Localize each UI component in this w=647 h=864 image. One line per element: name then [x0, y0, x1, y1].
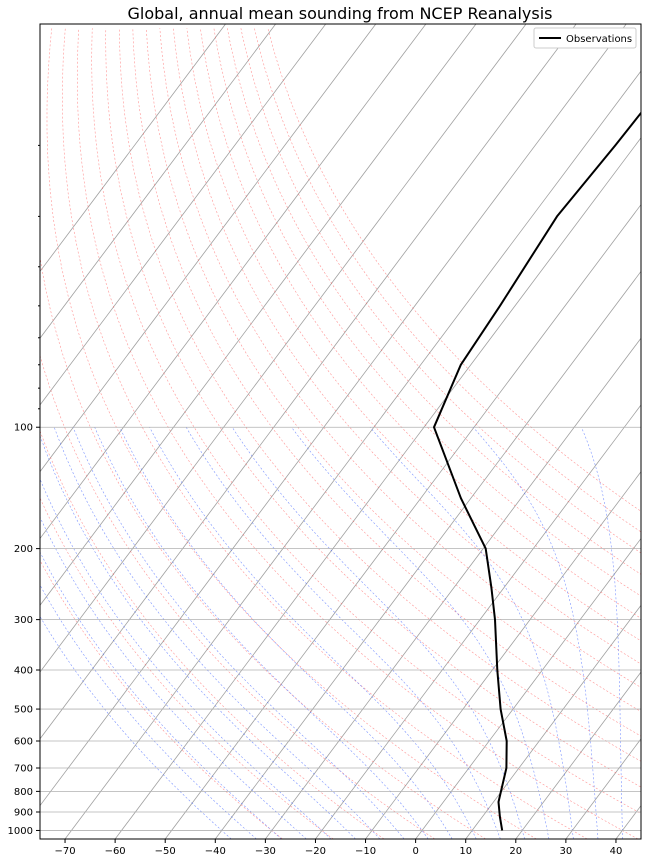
isotherm-line: [40, 24, 377, 473]
dry-adiabat-line: [159, 28, 641, 688]
y-tick-label: 500: [14, 705, 33, 716]
moist-adiabat-line: [291, 427, 550, 839]
moist-adiabat-line: [40, 615, 232, 839]
plot-frame: [39, 23, 642, 840]
y-tick-label: 300: [14, 615, 33, 626]
isotherm-line: [40, 24, 527, 673]
moist-adiabat-line: [231, 427, 525, 839]
y-tick-label: 700: [14, 763, 33, 774]
x-axis: −70 −60 −50 −40 −30 −20 −10 0 10 20 30 40: [54, 839, 622, 857]
dry-adiabat-line: [40, 430, 385, 839]
dry-adiabat-line: [105, 28, 641, 788]
pressure-gridlines: [40, 426, 641, 831]
dry-adiabat-line: [40, 255, 486, 839]
moist-adiabat-line: [94, 427, 429, 839]
x-tick-label: −10: [355, 846, 376, 857]
y-tick-label: 200: [14, 544, 33, 555]
dry-adiabat-line: [254, 28, 641, 533]
x-tick-label: 10: [459, 846, 472, 857]
moist-adiabat-line: [369, 427, 574, 839]
moist-adiabat-line: [40, 584, 257, 839]
dry-adiabat-line: [77, 28, 639, 839]
dry-adiabat-line: [40, 497, 334, 839]
isotherm-line: [40, 24, 477, 606]
dry-adiabat-line: [91, 28, 641, 814]
y-tick-label: 800: [14, 787, 33, 798]
isotherm-line: [515, 671, 641, 839]
y-tick-label: 900: [14, 808, 33, 819]
dry-adiabat-line: [62, 28, 588, 839]
isotherm-line: [40, 24, 327, 406]
dry-adiabat-line: [146, 28, 641, 712]
isotherm-line: [365, 471, 641, 839]
legend-label-observations: Observations: [566, 34, 632, 45]
x-tick-label: −40: [205, 846, 226, 857]
legend-box: [533, 27, 637, 49]
chart-title: Global, annual mean sounding from NCEP R…: [128, 4, 553, 23]
series-layer: [433, 111, 641, 831]
plot-area: [40, 24, 641, 839]
y-tick-label: 400: [14, 665, 33, 676]
isotherm-line: [40, 24, 627, 807]
moist-adiabat-line: [40, 434, 356, 839]
x-tick-label: −30: [255, 846, 276, 857]
isotherm-line: [214, 270, 641, 839]
isotherm-line: [40, 24, 226, 273]
y-tick-label: 600: [14, 737, 33, 748]
x-tick-label: −20: [305, 846, 326, 857]
moist-adiabat-line: [472, 427, 599, 839]
x-tick-label: 20: [509, 846, 522, 857]
isotherm-line: [40, 24, 276, 339]
isotherm-line: [265, 337, 641, 839]
dry-adiabat-line: [46, 28, 537, 839]
dry-adiabat-line: [213, 28, 641, 597]
isotherm-line: [315, 404, 641, 839]
moist-adiabat-line: [53, 427, 381, 839]
y-tick-label: 100: [14, 423, 33, 434]
dry-adiabat-line: [173, 28, 641, 665]
background-lines: [40, 24, 641, 839]
moist-adiabat-line: [72, 427, 405, 839]
moist-adiabat-line: [149, 427, 477, 839]
x-tick-label: 30: [560, 846, 573, 857]
isotherm-line: [40, 24, 577, 740]
moist-adiabat-line: [581, 427, 623, 839]
x-tick-label: −70: [54, 846, 75, 857]
moist-adiabat-line: [40, 551, 282, 839]
isotherm-line: [415, 537, 641, 839]
x-tick-label: 40: [610, 846, 623, 857]
y-axis: 1000 900 800 700 600 500 400 300 200 100: [8, 144, 40, 837]
isotherm-line: [164, 203, 641, 839]
isotherm-line: [64, 70, 641, 839]
dry-adiabat-line: [40, 354, 435, 839]
x-tick-label: 0: [412, 846, 418, 857]
y-tick-label: 1000: [8, 826, 33, 837]
dry-adiabat-line: [132, 28, 641, 737]
moist-adiabat-line: [40, 478, 332, 839]
isotherm-line: [465, 604, 641, 839]
moist-adiabat-line: [119, 427, 453, 839]
observations-line: [433, 111, 641, 831]
dry-adiabat-line: [227, 28, 641, 575]
x-tick-label: −60: [105, 846, 126, 857]
isotherm-line: [114, 137, 641, 839]
isotherm-line: [40, 24, 427, 540]
legend: Observations: [533, 27, 637, 49]
x-tick-label: −50: [155, 846, 176, 857]
dry-adiabat-line: [40, 559, 283, 839]
